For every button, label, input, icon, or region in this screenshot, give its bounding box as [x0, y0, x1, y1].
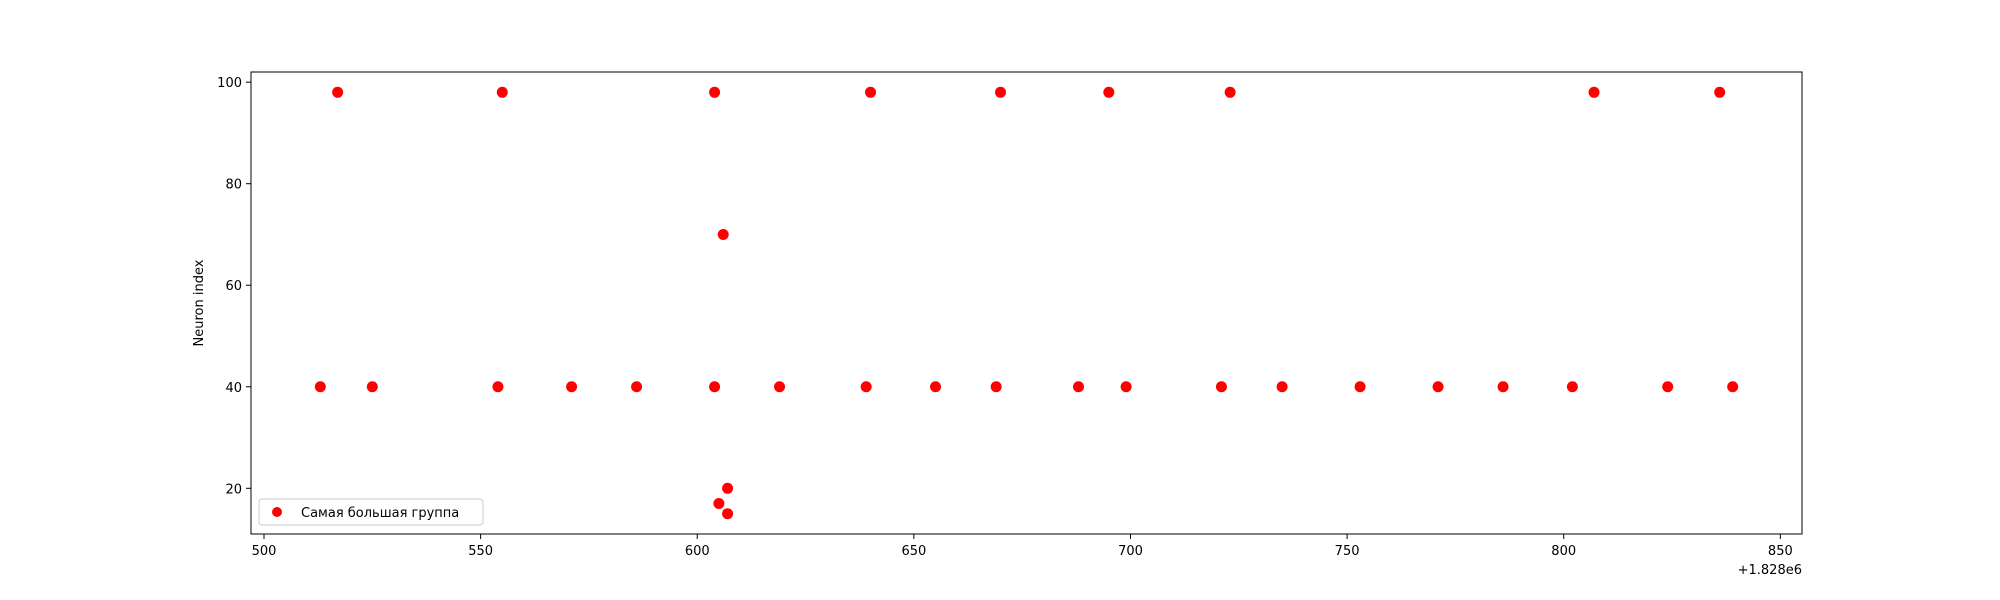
y-tick-label: 20	[225, 482, 242, 497]
data-point	[332, 86, 344, 98]
data-point	[1120, 381, 1132, 393]
legend-label: Самая большая группа	[301, 506, 459, 521]
data-point	[566, 381, 578, 393]
data-point	[1276, 381, 1288, 393]
data-point	[492, 381, 504, 393]
data-point	[366, 381, 378, 393]
data-point	[1354, 381, 1366, 393]
x-tick-label: 700	[1118, 544, 1143, 559]
data-point	[1103, 86, 1115, 98]
data-point	[1566, 381, 1578, 393]
data-point	[1727, 381, 1739, 393]
x-tick-label: 800	[1551, 544, 1576, 559]
data-point	[860, 381, 872, 393]
y-tick-label: 40	[225, 381, 242, 396]
x-tick-label: 550	[468, 544, 493, 559]
axis-ticks: 500 550 600 650 700 750 800 850 20 40 60 80 100	[217, 76, 1793, 559]
x-tick-label: 650	[901, 544, 926, 559]
data-point	[1588, 86, 1600, 98]
x-tick-label: 500	[252, 544, 277, 559]
x-axis-offset-label: +1.828e6	[1738, 563, 1802, 578]
data-point	[990, 381, 1002, 393]
data-point	[709, 381, 721, 393]
data-point	[1497, 381, 1509, 393]
data-point	[717, 228, 729, 240]
y-tick-label: 80	[225, 178, 242, 193]
data-point	[709, 86, 721, 98]
y-tick-label: 60	[225, 279, 242, 294]
data-point	[995, 86, 1007, 98]
data-points	[314, 86, 1739, 520]
data-point	[774, 381, 786, 393]
data-point	[1662, 381, 1674, 393]
data-point	[314, 381, 326, 393]
legend-marker	[272, 507, 282, 517]
legend-box	[258, 498, 484, 526]
data-point	[1215, 381, 1227, 393]
data-point	[713, 498, 725, 510]
data-point	[722, 508, 734, 520]
plot-frame	[250, 71, 1803, 535]
x-tick-label: 850	[1768, 544, 1793, 559]
data-point	[631, 381, 643, 393]
data-point	[1224, 86, 1236, 98]
data-point	[930, 381, 942, 393]
x-tick-label: 600	[685, 544, 710, 559]
x-tick-label: 750	[1335, 544, 1360, 559]
legend: Самая большая группа	[258, 498, 484, 526]
data-point	[1072, 381, 1084, 393]
y-tick-label: 100	[217, 76, 242, 91]
y-axis-label: Neuron index	[192, 259, 207, 346]
data-point	[1714, 86, 1726, 98]
data-point	[496, 86, 508, 98]
data-point	[865, 86, 877, 98]
data-point	[1432, 381, 1444, 393]
data-point	[722, 482, 734, 494]
